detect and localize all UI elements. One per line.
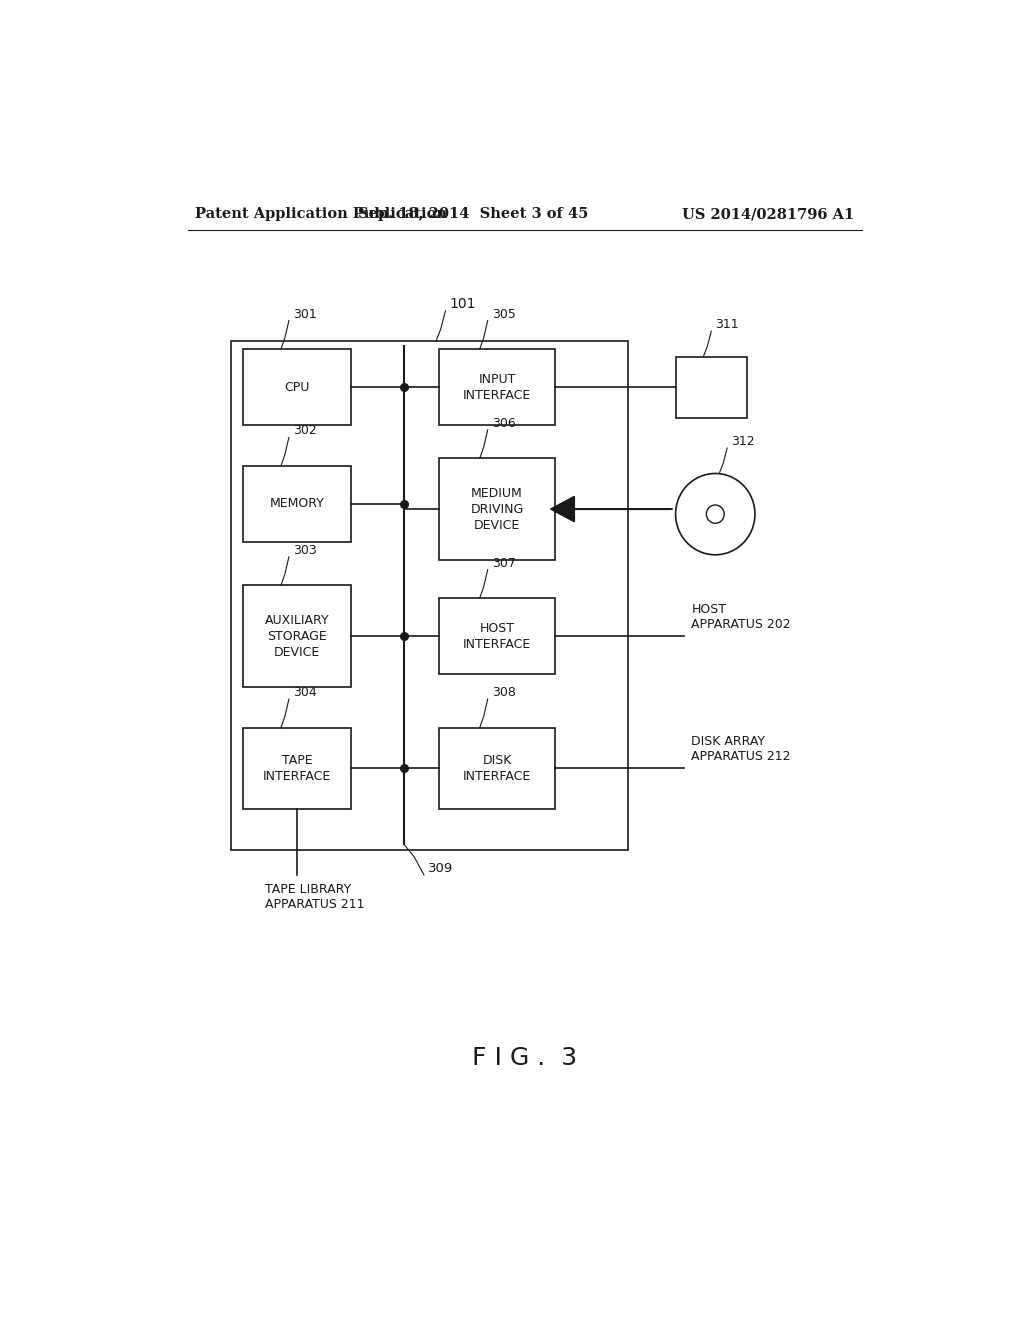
Text: 301: 301: [293, 308, 316, 321]
Bar: [244, 466, 350, 543]
Text: TAPE LIBRARY
APPARATUS 211: TAPE LIBRARY APPARATUS 211: [265, 883, 365, 911]
Text: F I G .  3: F I G . 3: [472, 1045, 578, 1071]
Text: 101: 101: [450, 297, 476, 312]
Text: 304: 304: [293, 686, 316, 700]
Text: HOST
APPARATUS 202: HOST APPARATUS 202: [691, 603, 792, 631]
Text: AUXILIARY
STORAGE
DEVICE: AUXILIARY STORAGE DEVICE: [265, 614, 330, 659]
Text: MEDIUM
DRIVING
DEVICE: MEDIUM DRIVING DEVICE: [470, 487, 523, 532]
Text: 305: 305: [492, 308, 515, 321]
Bar: [439, 727, 555, 809]
Bar: [231, 342, 628, 850]
Bar: [676, 356, 746, 417]
Text: 302: 302: [293, 425, 316, 437]
Bar: [244, 727, 350, 809]
Bar: [244, 348, 350, 425]
Text: 311: 311: [715, 318, 739, 331]
Text: HOST
INTERFACE: HOST INTERFACE: [463, 622, 531, 651]
Text: 307: 307: [492, 557, 515, 569]
Text: 303: 303: [293, 544, 316, 557]
Text: Sep. 18, 2014  Sheet 3 of 45: Sep. 18, 2014 Sheet 3 of 45: [358, 207, 589, 222]
Text: DISK
INTERFACE: DISK INTERFACE: [463, 754, 531, 783]
Text: 308: 308: [492, 686, 515, 700]
Ellipse shape: [707, 506, 724, 523]
Text: MEMORY: MEMORY: [269, 498, 325, 511]
Text: 306: 306: [492, 417, 515, 430]
Text: CPU: CPU: [285, 380, 309, 393]
FancyArrow shape: [551, 496, 672, 521]
Bar: [439, 458, 555, 560]
Text: 312: 312: [731, 436, 755, 447]
Text: INPUT
INTERFACE: INPUT INTERFACE: [463, 372, 531, 401]
Text: TAPE
INTERFACE: TAPE INTERFACE: [263, 754, 331, 783]
Text: DISK ARRAY
APPARATUS 212: DISK ARRAY APPARATUS 212: [691, 735, 791, 763]
Ellipse shape: [676, 474, 755, 554]
Text: Patent Application Publication: Patent Application Publication: [196, 207, 447, 222]
Bar: [439, 348, 555, 425]
Text: 309: 309: [428, 862, 454, 875]
Bar: [244, 585, 350, 686]
Bar: [439, 598, 555, 675]
Text: US 2014/0281796 A1: US 2014/0281796 A1: [682, 207, 854, 222]
